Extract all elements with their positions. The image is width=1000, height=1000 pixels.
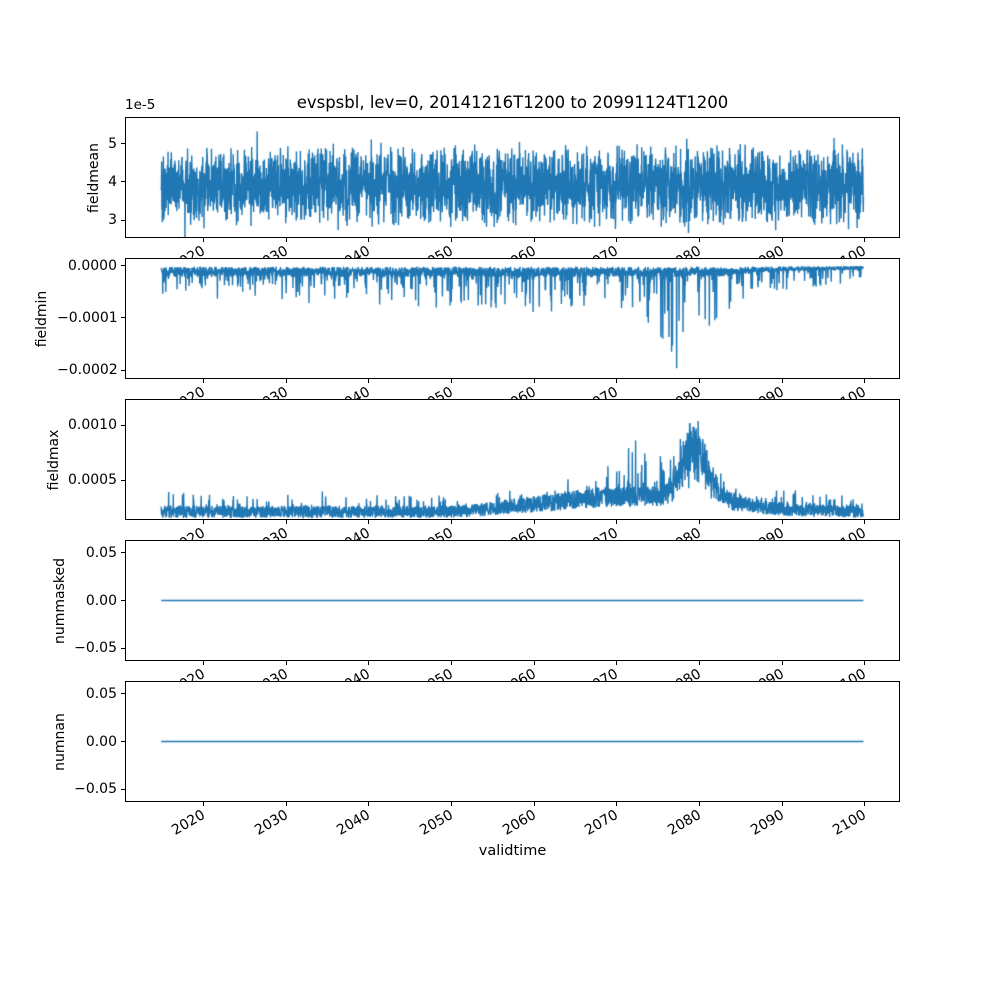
y-tick-label: −0.0002 [57,362,118,379]
x-tick-mark [864,520,866,524]
y-tick-label: 0.05 [85,544,117,561]
x-tick-mark [368,379,370,383]
y-tick-label: 0.00 [85,733,117,750]
x-tick-mark [616,802,618,806]
y-tick-mark [121,317,125,319]
x-tick-mark [202,520,204,524]
y-tick-label: −0.0001 [57,309,118,326]
plot-area [125,681,900,802]
y-tick-mark [121,788,125,790]
y-tick-label: 3 [108,212,117,229]
plot-area [125,399,900,520]
y-tick-mark [121,693,125,695]
x-tick-mark [533,520,535,524]
line-series-canvas [126,541,899,660]
plot-area [125,540,900,661]
line-series-canvas [126,400,899,519]
x-tick-mark [450,379,452,383]
x-tick-mark [368,238,370,242]
y-axis-label: fieldmax [46,429,62,490]
y-tick-mark [121,424,125,426]
line-series-canvas [126,118,899,237]
chart-title: evspsbl, lev=0, 20141216T1200 to 2099112… [296,93,729,112]
axis-offset-text: 1e-5 [125,97,156,113]
x-tick-mark [450,802,452,806]
x-tick-mark [864,379,866,383]
y-tick-mark [121,265,125,267]
line-series-canvas [126,682,899,801]
y-tick-mark [121,369,125,371]
y-tick-mark [121,219,125,221]
x-tick-mark [616,520,618,524]
x-tick-mark [368,520,370,524]
x-tick-mark [864,802,866,806]
y-tick-label: 0.0010 [68,417,117,434]
y-tick-label: −0.05 [74,781,117,798]
y-axis-label: fieldmin [34,290,51,347]
x-axis-title: validtime [478,843,547,859]
x-tick-mark [368,661,370,665]
x-tick-mark [781,520,783,524]
x-tick-mark [781,238,783,242]
plot-area [125,117,900,238]
x-tick-mark [698,802,700,806]
subplot-fieldmin: 0.0000−0.0001−0.0002fieldmin202020302040… [0,257,1000,416]
subplot-fieldmean: 345fieldmean1e-5202020302040205020602070… [0,97,1000,275]
y-tick-label: 0.0005 [68,472,117,489]
plot-area [125,258,900,379]
y-tick-label: 4 [108,173,117,190]
x-tick-mark [450,520,452,524]
y-tick-label: −0.05 [74,640,117,657]
x-tick-mark [616,661,618,665]
y-tick-mark [121,647,125,649]
x-tick-mark [698,661,700,665]
y-tick-label: 0.0000 [68,257,117,274]
y-tick-mark [121,479,125,481]
y-tick-mark [121,552,125,554]
x-tick-mark [285,379,287,383]
x-tick-mark [285,661,287,665]
y-tick-mark [121,741,125,742]
subplot-nummasked: 0.050.00−0.05nummasked202020302040205020… [0,540,1000,698]
y-tick-label: 0.00 [85,592,117,609]
y-axis-label: nummasked [52,557,69,644]
x-tick-mark [285,520,287,524]
x-tick-mark [698,238,700,242]
subplot-numnan: 0.05 0.00 −0.05 numnan 2020 2030 2040 2050 2060 2… [0,681,1000,839]
x-tick-mark [781,379,783,383]
y-tick-label: 0.05 [85,685,117,702]
x-tick-mark [533,379,535,383]
x-tick-mark [698,520,700,524]
line-series-canvas [126,259,899,378]
x-tick-mark [864,661,866,665]
x-tick-mark [285,802,287,806]
y-tick-mark [121,143,125,145]
y-tick-mark [121,181,125,183]
x-tick-mark [450,238,452,242]
x-tick-mark [533,661,535,665]
x-tick-mark [285,238,287,242]
x-tick-mark [202,661,204,665]
y-tick-label: 5 [108,135,117,152]
x-tick-mark [202,238,204,242]
y-axis-label: fieldmean [86,142,103,213]
x-tick-mark [202,379,204,383]
y-axis-label: numnan [52,712,69,771]
x-tick-mark [781,802,783,806]
x-tick-mark [698,379,700,383]
x-tick-mark [533,802,535,806]
x-tick-mark [533,238,535,242]
y-tick-mark [121,600,125,601]
x-tick-mark [202,802,204,806]
x-tick-mark [864,238,866,242]
subplot-fieldmax: 0.00050.0010fieldmax20202030204020502060… [0,399,1000,557]
x-tick-mark [368,802,370,806]
x-tick-mark [450,661,452,665]
x-tick-mark [616,379,618,383]
x-tick-mark [781,661,783,665]
x-tick-mark [616,238,618,242]
